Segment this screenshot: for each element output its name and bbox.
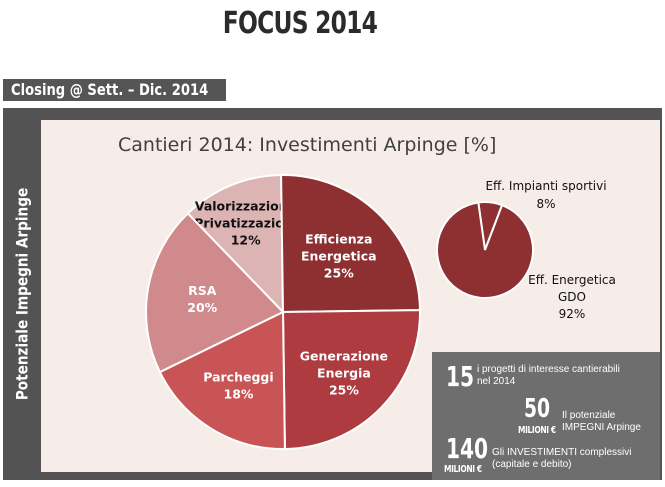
pie-label-parcheggi: Parcheggi 18% bbox=[203, 369, 273, 401]
stat-investments-desc-line-1: Gli INVESTIMENTI complessivi bbox=[492, 447, 632, 458]
stat-projects-desc: i progetti di interesse cantierabili nel… bbox=[477, 364, 620, 388]
stat-investments-number: 140 bbox=[446, 432, 489, 465]
pie-label-efficienza: Efficienza Energetica 25% bbox=[301, 232, 377, 281]
period-banner: Closing @ Sett. – Dic. 2014 bbox=[3, 79, 226, 101]
stat-projects-desc-line-2: nel 2014 bbox=[477, 376, 516, 387]
chart-title: Cantieri 2014: Investimenti Arpinge [%] bbox=[118, 134, 497, 156]
pie-slice-valorizzazioni bbox=[186, 173, 285, 315]
stat-commitments-unit: MILIONI € bbox=[518, 425, 556, 436]
pie-label-generazione: Generazione Energia 25% bbox=[300, 348, 388, 397]
pie-slice-generazione bbox=[281, 309, 421, 451]
pie-slice-efficienza bbox=[280, 174, 422, 314]
pie-label-valorizzazioni: Valorizzazioni/Privatizzazioni 12% bbox=[194, 198, 297, 247]
stat-investments-unit: MILIONI € bbox=[444, 464, 482, 475]
pie-slice-parcheggi bbox=[158, 310, 286, 450]
stat-commitments-desc-line-2: IMPEGNI Arpinge bbox=[562, 422, 641, 433]
stat-commitments-desc-line-1: Il potenziale bbox=[562, 410, 616, 421]
small-pie-label-gdo: Eff. Energetica GDO 92% bbox=[528, 273, 616, 321]
stat-projects-number: 15 bbox=[446, 360, 475, 393]
stat-commitments-desc: Il potenziale IMPEGNI Arpinge bbox=[562, 410, 641, 434]
period-label: Closing @ Sett. – Dic. 2014 bbox=[11, 80, 209, 99]
stats-box: 15 i progetti di interesse cantierabili … bbox=[432, 352, 660, 480]
stat-projects-desc-line-1: i progetti di interesse cantierabili bbox=[477, 364, 620, 375]
pie-label-rsa: RSA 20% bbox=[187, 283, 217, 315]
stat-commitments-number: 50 bbox=[524, 394, 551, 424]
small-pie-slice-gdo bbox=[436, 201, 534, 299]
stat-investments-desc-line-2: (capitale e debito) bbox=[492, 459, 572, 470]
stat-investments-desc: Gli INVESTIMENTI complessivi (capitale e… bbox=[492, 447, 631, 471]
pie-slice-rsa bbox=[145, 212, 285, 374]
small-pie-label-impianti-sportivi: Eff. Impianti sportivi 8% bbox=[485, 179, 606, 211]
page-title: FOCUS 2014 bbox=[222, 6, 378, 41]
